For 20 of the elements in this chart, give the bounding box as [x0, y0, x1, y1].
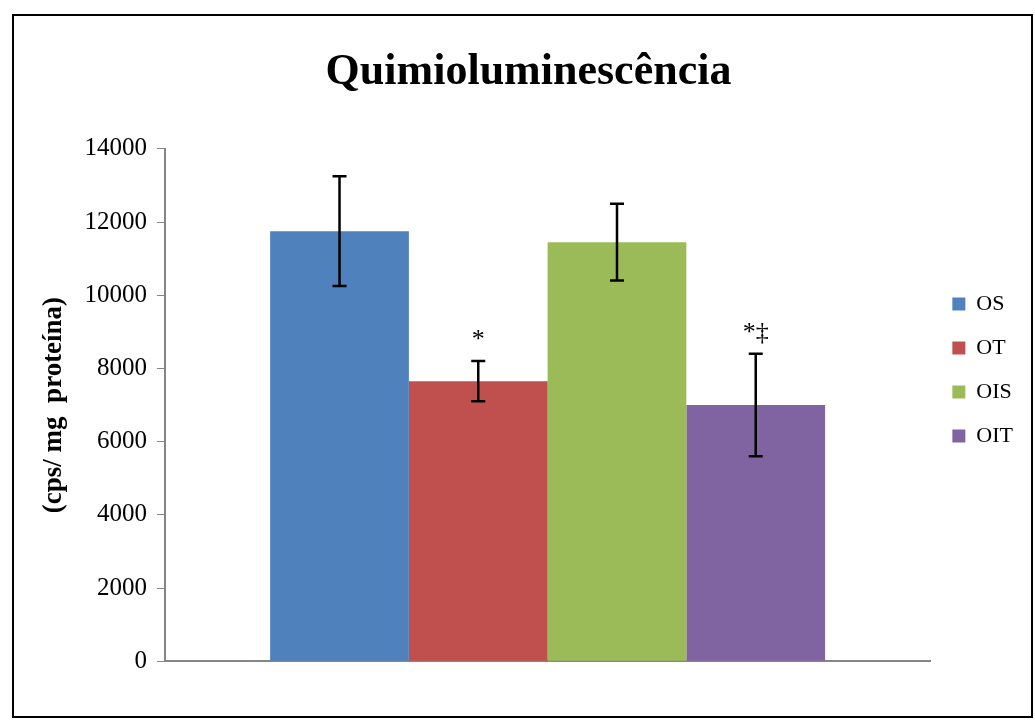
y-tick-label: 2000	[96, 572, 147, 600]
y-tick-label: 10000	[84, 279, 147, 307]
bar	[547, 242, 687, 661]
y-tick-label: 12000	[84, 206, 147, 234]
legend-label: OS	[976, 289, 1005, 315]
legend-label: OIT	[976, 421, 1014, 447]
y-tick-label: 4000	[96, 499, 147, 527]
legend-label: OIS	[976, 377, 1012, 403]
y-tick-label: 0	[134, 645, 147, 673]
annotation: *‡	[742, 316, 769, 346]
chart-title: Quimioluminescência	[325, 44, 732, 94]
bar	[686, 405, 826, 661]
bar	[408, 381, 548, 661]
legend-label: OT	[976, 333, 1007, 359]
y-tick-label: 8000	[96, 352, 147, 380]
bar	[270, 231, 409, 661]
y-axis-title: (cps/ mg proteína)	[37, 296, 68, 514]
y-tick-label: 6000	[96, 426, 147, 454]
y-tick-label: 14000	[84, 133, 147, 161]
annotation: *	[471, 323, 485, 353]
